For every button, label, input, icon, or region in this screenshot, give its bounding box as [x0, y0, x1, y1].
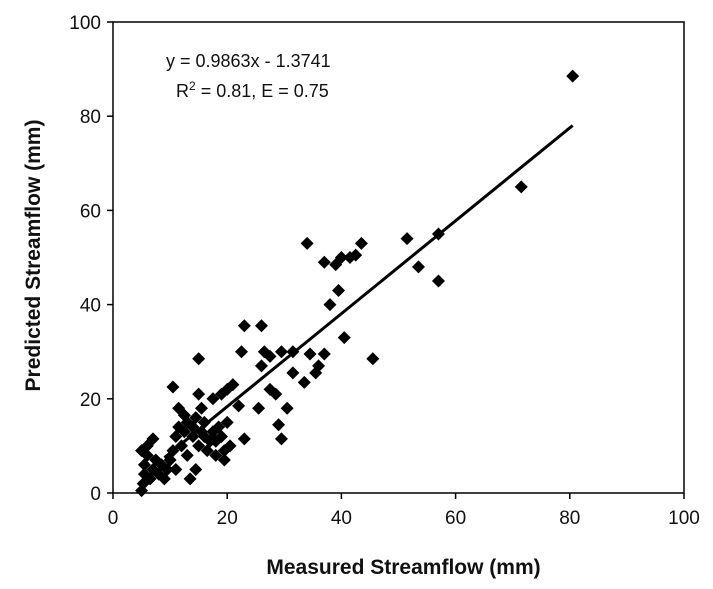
data-point	[220, 415, 234, 429]
data-point	[157, 472, 171, 486]
data-point	[366, 352, 380, 366]
data-point	[192, 387, 206, 401]
data-point	[177, 425, 191, 439]
tick-labels-layer: 0 20 40 60 80 100 0 20 40 60 80 100	[69, 13, 700, 529]
x-tick-label: 80	[559, 508, 580, 529]
data-point	[566, 69, 580, 83]
data-point	[192, 439, 206, 453]
data-point	[137, 458, 151, 472]
fit-statistics: R2 = 0.81, E = 0.75	[176, 79, 329, 101]
data-point	[297, 375, 311, 389]
data-point	[263, 349, 277, 363]
data-point	[206, 392, 220, 406]
data-point	[214, 429, 228, 443]
r2-superscript: 2	[189, 79, 196, 93]
data-point	[337, 331, 351, 345]
trendline-layer	[163, 124, 574, 459]
data-point	[232, 399, 246, 413]
data-point	[183, 472, 197, 486]
data-point	[186, 420, 200, 434]
axis-ticks-layer	[107, 21, 685, 499]
data-point	[163, 453, 177, 467]
data-point	[212, 420, 226, 434]
data-point	[312, 359, 326, 373]
data-point	[431, 227, 445, 241]
y-axis-title: Predicted Streamflow (mm)	[22, 120, 45, 392]
y-tick-label: 0	[90, 484, 101, 505]
data-point	[252, 401, 266, 415]
data-point	[146, 432, 160, 446]
data-point	[237, 319, 251, 333]
data-point	[354, 236, 368, 250]
data-point	[209, 448, 223, 462]
data-points-layer	[135, 69, 580, 498]
data-point	[160, 462, 174, 476]
data-point	[237, 432, 251, 446]
x-axis-title: Measured Streamflow (mm)	[266, 556, 540, 579]
regression-trendline	[163, 124, 574, 459]
data-point	[175, 439, 189, 453]
data-point	[234, 345, 248, 359]
data-point	[286, 366, 300, 380]
data-point	[280, 401, 294, 415]
data-point	[431, 274, 445, 288]
data-point	[189, 462, 203, 476]
data-point	[272, 418, 286, 432]
data-point	[180, 448, 194, 462]
data-point	[169, 429, 183, 443]
x-tick-label: 0	[108, 508, 119, 529]
x-tick-label: 100	[668, 508, 700, 529]
x-tick-label: 40	[331, 508, 352, 529]
data-point	[226, 378, 240, 392]
data-point	[317, 255, 331, 269]
data-point	[300, 236, 314, 250]
data-point	[349, 248, 363, 262]
data-point	[514, 180, 528, 194]
y-tick-label: 80	[80, 107, 101, 128]
data-point	[286, 345, 300, 359]
data-point	[186, 429, 200, 443]
data-point	[274, 345, 288, 359]
plot-area-frame	[112, 21, 685, 494]
regression-equation: y = 0.9863x - 1.3741	[166, 51, 331, 71]
data-point	[254, 319, 268, 333]
data-point	[166, 444, 180, 458]
data-point	[143, 472, 157, 486]
data-point	[254, 359, 268, 373]
data-point	[400, 232, 414, 246]
data-point	[166, 380, 180, 394]
data-point	[317, 347, 331, 361]
data-point	[200, 444, 214, 458]
r2-suffix: = 0.81, E = 0.75	[196, 81, 329, 101]
data-point	[334, 251, 348, 264]
y-tick-label: 20	[80, 390, 101, 411]
data-point	[303, 347, 317, 361]
data-point	[192, 352, 206, 366]
data-point	[217, 453, 231, 467]
data-point	[169, 462, 183, 476]
data-point	[223, 439, 237, 453]
data-point	[197, 415, 211, 429]
data-point	[411, 260, 425, 274]
x-tick-label: 20	[217, 508, 238, 529]
x-tick-label: 60	[445, 508, 466, 529]
data-point	[332, 283, 346, 297]
y-tick-label: 60	[80, 201, 101, 222]
data-point	[269, 387, 283, 401]
r2-prefix: R	[176, 81, 189, 101]
y-tick-label: 40	[80, 296, 101, 317]
data-point	[274, 432, 288, 446]
data-point	[323, 298, 337, 312]
y-tick-label: 100	[69, 13, 101, 34]
data-point	[195, 401, 209, 415]
data-point	[189, 411, 203, 425]
